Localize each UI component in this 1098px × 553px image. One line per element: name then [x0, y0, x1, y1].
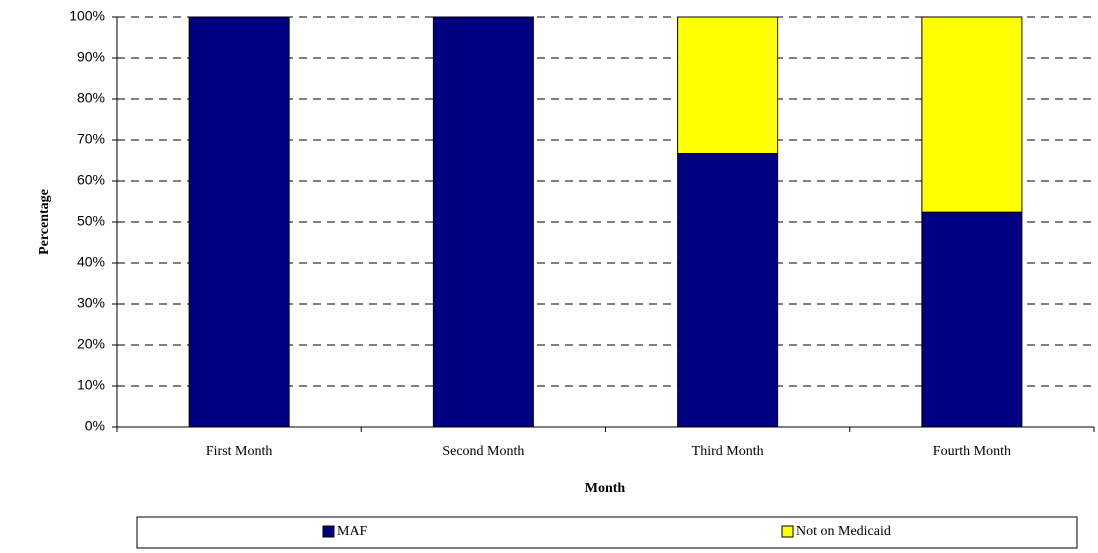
- y-tick-label: 10%: [77, 377, 105, 393]
- legend-box: [136, 516, 1078, 549]
- legend-label: MAF: [337, 524, 368, 539]
- bar-segment: [921, 16, 1023, 213]
- y-tick-label: 90%: [77, 49, 105, 65]
- y-tick-label: 60%: [77, 172, 105, 188]
- y-tick-label: 70%: [77, 131, 105, 147]
- y-tick-label: 50%: [77, 213, 105, 229]
- x-tick-label: First Month: [206, 444, 273, 459]
- legend-swatch: [781, 525, 794, 538]
- y-tick-label: 20%: [77, 336, 105, 352]
- y-tick-label: 100%: [69, 8, 105, 24]
- y-tick-label: 0%: [85, 418, 105, 434]
- x-axis-label: Month: [585, 481, 626, 496]
- legend-label: Not on Medicaid: [796, 524, 891, 539]
- x-tick-label: Second Month: [442, 444, 524, 459]
- x-tick-label: Third Month: [692, 444, 764, 459]
- bar-segment: [432, 16, 534, 428]
- x-tick-label: Fourth Month: [933, 444, 1011, 459]
- y-tick-label: 30%: [77, 295, 105, 311]
- bar-segment: [677, 16, 779, 155]
- bar-segment: [677, 153, 779, 428]
- y-tick-label: 40%: [77, 254, 105, 270]
- y-axis-label: Percentage: [37, 189, 52, 255]
- y-tick-label: 80%: [77, 90, 105, 106]
- bar-segment: [188, 16, 290, 428]
- bar-segment: [921, 211, 1023, 428]
- legend-swatch: [322, 525, 335, 538]
